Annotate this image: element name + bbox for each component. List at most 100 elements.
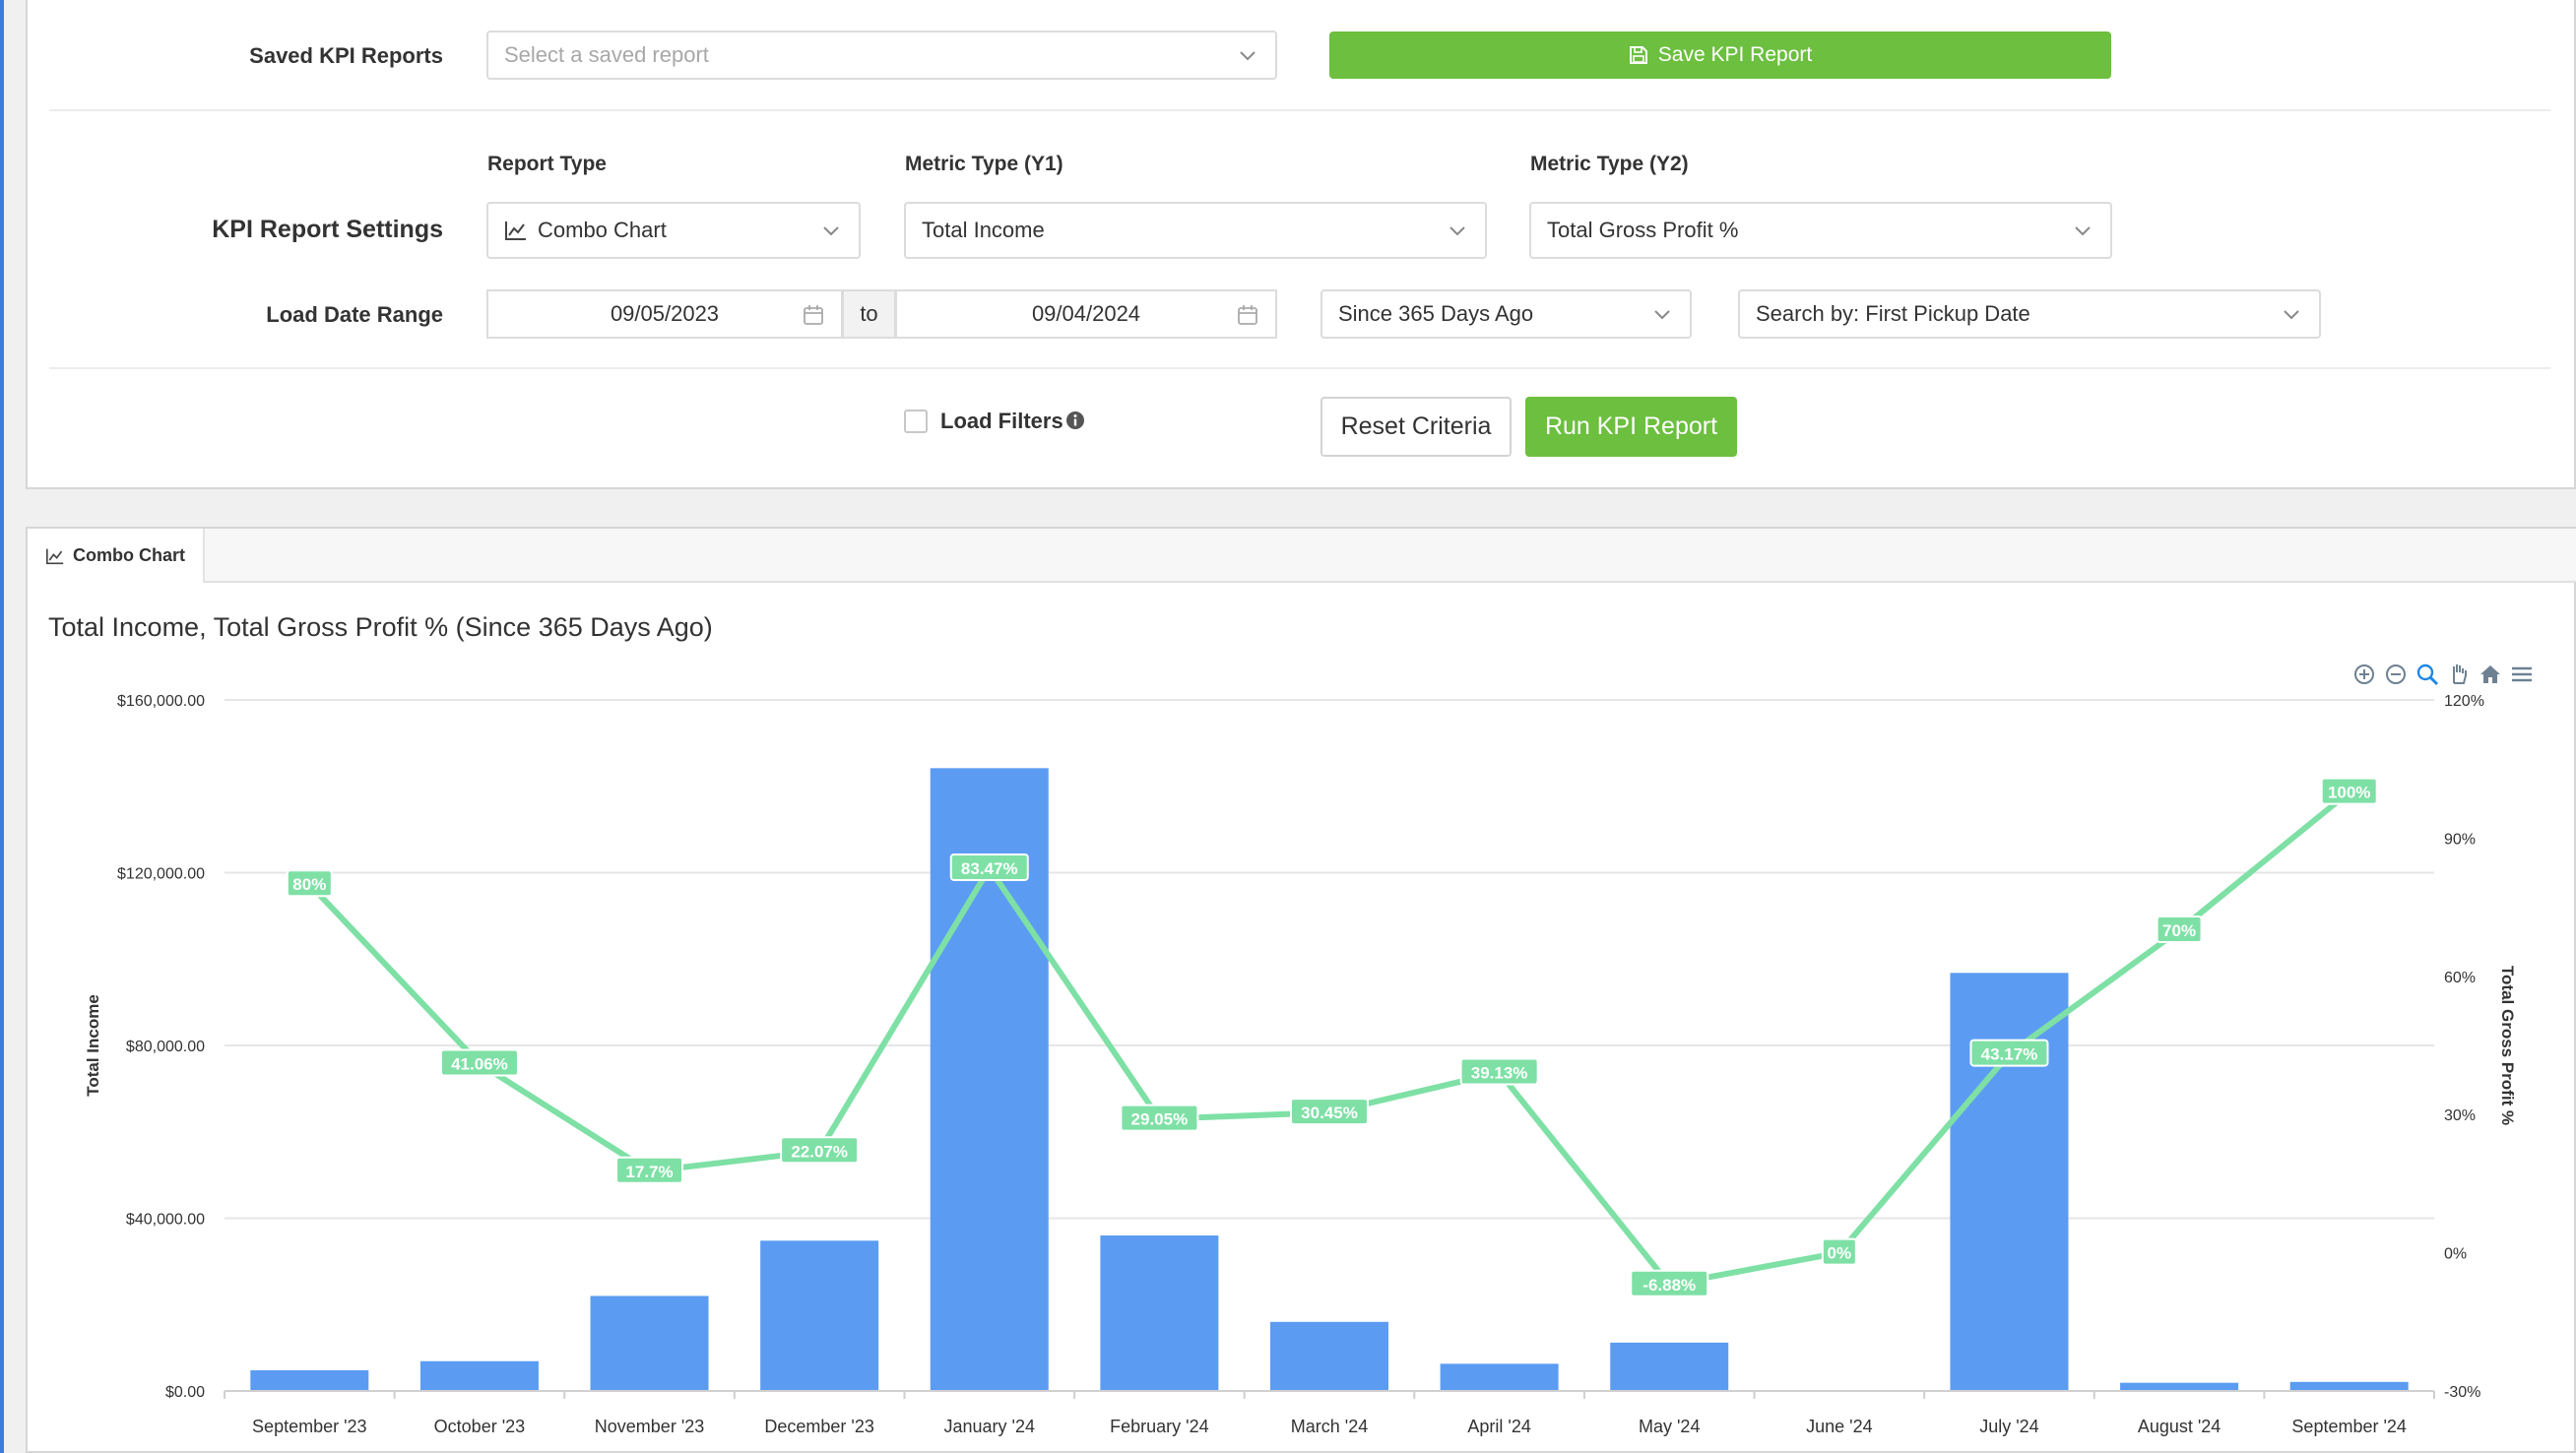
x-tick-label: September '23 — [252, 1417, 367, 1436]
chevron-down-icon — [823, 226, 839, 236]
selection-zoom-icon[interactable] — [2415, 662, 2440, 687]
income-bar — [2120, 1382, 2239, 1391]
save-kpi-report-button[interactable]: Save KPI Report — [1329, 32, 2111, 79]
divider — [49, 367, 2550, 369]
left-edge-strip — [0, 0, 4, 1453]
income-bar — [590, 1295, 709, 1391]
x-tick-label: July '24 — [1979, 1417, 2038, 1436]
gross-profit-data-label: 70% — [2156, 916, 2203, 943]
income-bar — [1950, 973, 2069, 1391]
y2-tick-label: 90% — [2444, 831, 2476, 848]
data-label-bg — [1120, 1104, 1199, 1132]
floppy-disk-icon — [1629, 46, 1647, 64]
chevron-down-icon — [2075, 226, 2091, 236]
gross-profit-data-label: 43.17% — [1969, 1039, 2049, 1067]
data-label-text: 39.13% — [1471, 1063, 1528, 1082]
chart-toolbar — [2351, 662, 2535, 687]
run-kpi-report-button[interactable]: Run KPI Report — [1525, 397, 1737, 457]
income-bar — [760, 1240, 879, 1391]
data-label-text: 22.07% — [791, 1142, 848, 1161]
chart-tab-bar: Combo Chart — [28, 529, 2576, 583]
line-chart-icon — [46, 548, 64, 564]
x-tick-label: August '24 — [2138, 1417, 2222, 1436]
income-bar — [1610, 1342, 1729, 1391]
tab-combo-chart-label: Combo Chart — [73, 545, 185, 565]
reset-criteria-button[interactable]: Reset Criteria — [1320, 397, 1512, 457]
gross-profit-data-label: 17.7% — [615, 1156, 684, 1184]
load-filters-label[interactable]: Load Filters — [940, 409, 1063, 433]
data-label-bg — [286, 869, 333, 898]
y2-tick-label: 120% — [2444, 693, 2484, 710]
income-bar — [1440, 1363, 1559, 1391]
saved-report-placeholder: Select a saved report — [504, 42, 709, 67]
data-label-text: 80% — [292, 875, 326, 894]
y2-tick-label: 0% — [2444, 1246, 2467, 1263]
data-label-text: 70% — [2162, 921, 2196, 940]
date-range-to-separator: to — [842, 289, 896, 339]
chevron-down-icon — [2284, 310, 2299, 320]
chart-menu-icon[interactable] — [2509, 662, 2535, 687]
data-label-bg — [1290, 1098, 1369, 1126]
data-label-text: 100% — [2328, 784, 2370, 802]
line-chart-icon — [505, 221, 526, 240]
y1-tick-label: $80,000.00 — [126, 1039, 205, 1055]
search-by-select[interactable]: Search by: First Pickup Date — [1738, 289, 2321, 339]
zoom-out-icon[interactable] — [2383, 662, 2409, 687]
y1-tick-label: $40,000.00 — [126, 1212, 205, 1229]
data-label-text: 29.05% — [1131, 1110, 1189, 1129]
data-label-bg — [949, 853, 1029, 881]
data-label-bg — [1969, 1039, 2049, 1067]
date-to-input[interactable]: 09/04/2024 — [895, 289, 1277, 339]
x-tick-label: June '24 — [1806, 1417, 1873, 1436]
y1-tick-label: $0.00 — [165, 1384, 205, 1401]
gross-profit-data-label: 100% — [2320, 777, 2378, 805]
data-label-bg — [615, 1156, 684, 1184]
reset-zoom-home-icon[interactable] — [2478, 662, 2503, 687]
gross-profit-data-label: 30.45% — [1290, 1098, 1369, 1126]
kpi-report-settings-label: KPI Report Settings — [212, 216, 443, 243]
pan-hand-icon[interactable] — [2446, 662, 2472, 687]
metric-y2-select[interactable]: Total Gross Profit % — [1529, 202, 2112, 259]
saved-report-select[interactable]: Select a saved report — [486, 31, 1277, 80]
tab-combo-chart[interactable]: Combo Chart — [28, 529, 205, 583]
gross-profit-data-label: 29.05% — [1120, 1104, 1199, 1132]
x-tick-label: February '24 — [1110, 1417, 1209, 1436]
date-from-input[interactable]: 09/05/2023 — [486, 289, 843, 339]
info-icon[interactable] — [1064, 410, 1086, 431]
data-label-bg — [1630, 1269, 1709, 1297]
date-preset-select[interactable]: Since 365 Days Ago — [1320, 289, 1692, 339]
metric-y2-label: Metric Type (Y2) — [1530, 153, 1689, 175]
calendar-icon — [804, 305, 823, 325]
chevron-down-icon — [1449, 226, 1465, 236]
income-bar — [1100, 1235, 1219, 1391]
data-label-bg — [2320, 777, 2378, 805]
date-to-value: 09/04/2024 — [1031, 301, 1141, 326]
report-type-value: Combo Chart — [538, 218, 667, 242]
x-tick-label: November '23 — [595, 1417, 705, 1436]
chart-title: Total Income, Total Gross Profit % (Sinc… — [48, 612, 713, 642]
x-tick-label: October '23 — [434, 1417, 526, 1436]
income-bar — [419, 1360, 539, 1391]
metric-y1-label: Metric Type (Y1) — [905, 153, 1063, 175]
gross-profit-data-label: -6.88% — [1630, 1269, 1709, 1297]
gross-profit-data-label: 80% — [286, 869, 333, 898]
x-tick-label: September '24 — [2291, 1417, 2407, 1436]
metric-y2-value: Total Gross Profit % — [1547, 218, 1739, 242]
zoom-in-icon[interactable] — [2351, 662, 2377, 687]
metric-y1-select[interactable]: Total Income — [904, 202, 1487, 259]
saved-reports-label: Saved KPI Reports — [249, 43, 443, 68]
data-label-bg — [2156, 916, 2203, 943]
data-label-bg — [1821, 1237, 1857, 1266]
y1-axis-title: Total Income — [84, 994, 102, 1097]
calendar-icon — [1238, 305, 1257, 325]
data-label-bg — [780, 1136, 860, 1165]
data-label-text: 0% — [1828, 1244, 1852, 1263]
data-label-text: 43.17% — [1981, 1045, 2038, 1064]
y2-tick-label: 60% — [2444, 970, 2476, 986]
search-by-value: Search by: First Pickup Date — [1756, 301, 2030, 326]
load-filters-checkbox[interactable] — [904, 410, 928, 433]
report-type-select[interactable]: Combo Chart — [486, 202, 861, 259]
data-label-bg — [439, 1048, 519, 1077]
income-bar — [1270, 1321, 1388, 1391]
